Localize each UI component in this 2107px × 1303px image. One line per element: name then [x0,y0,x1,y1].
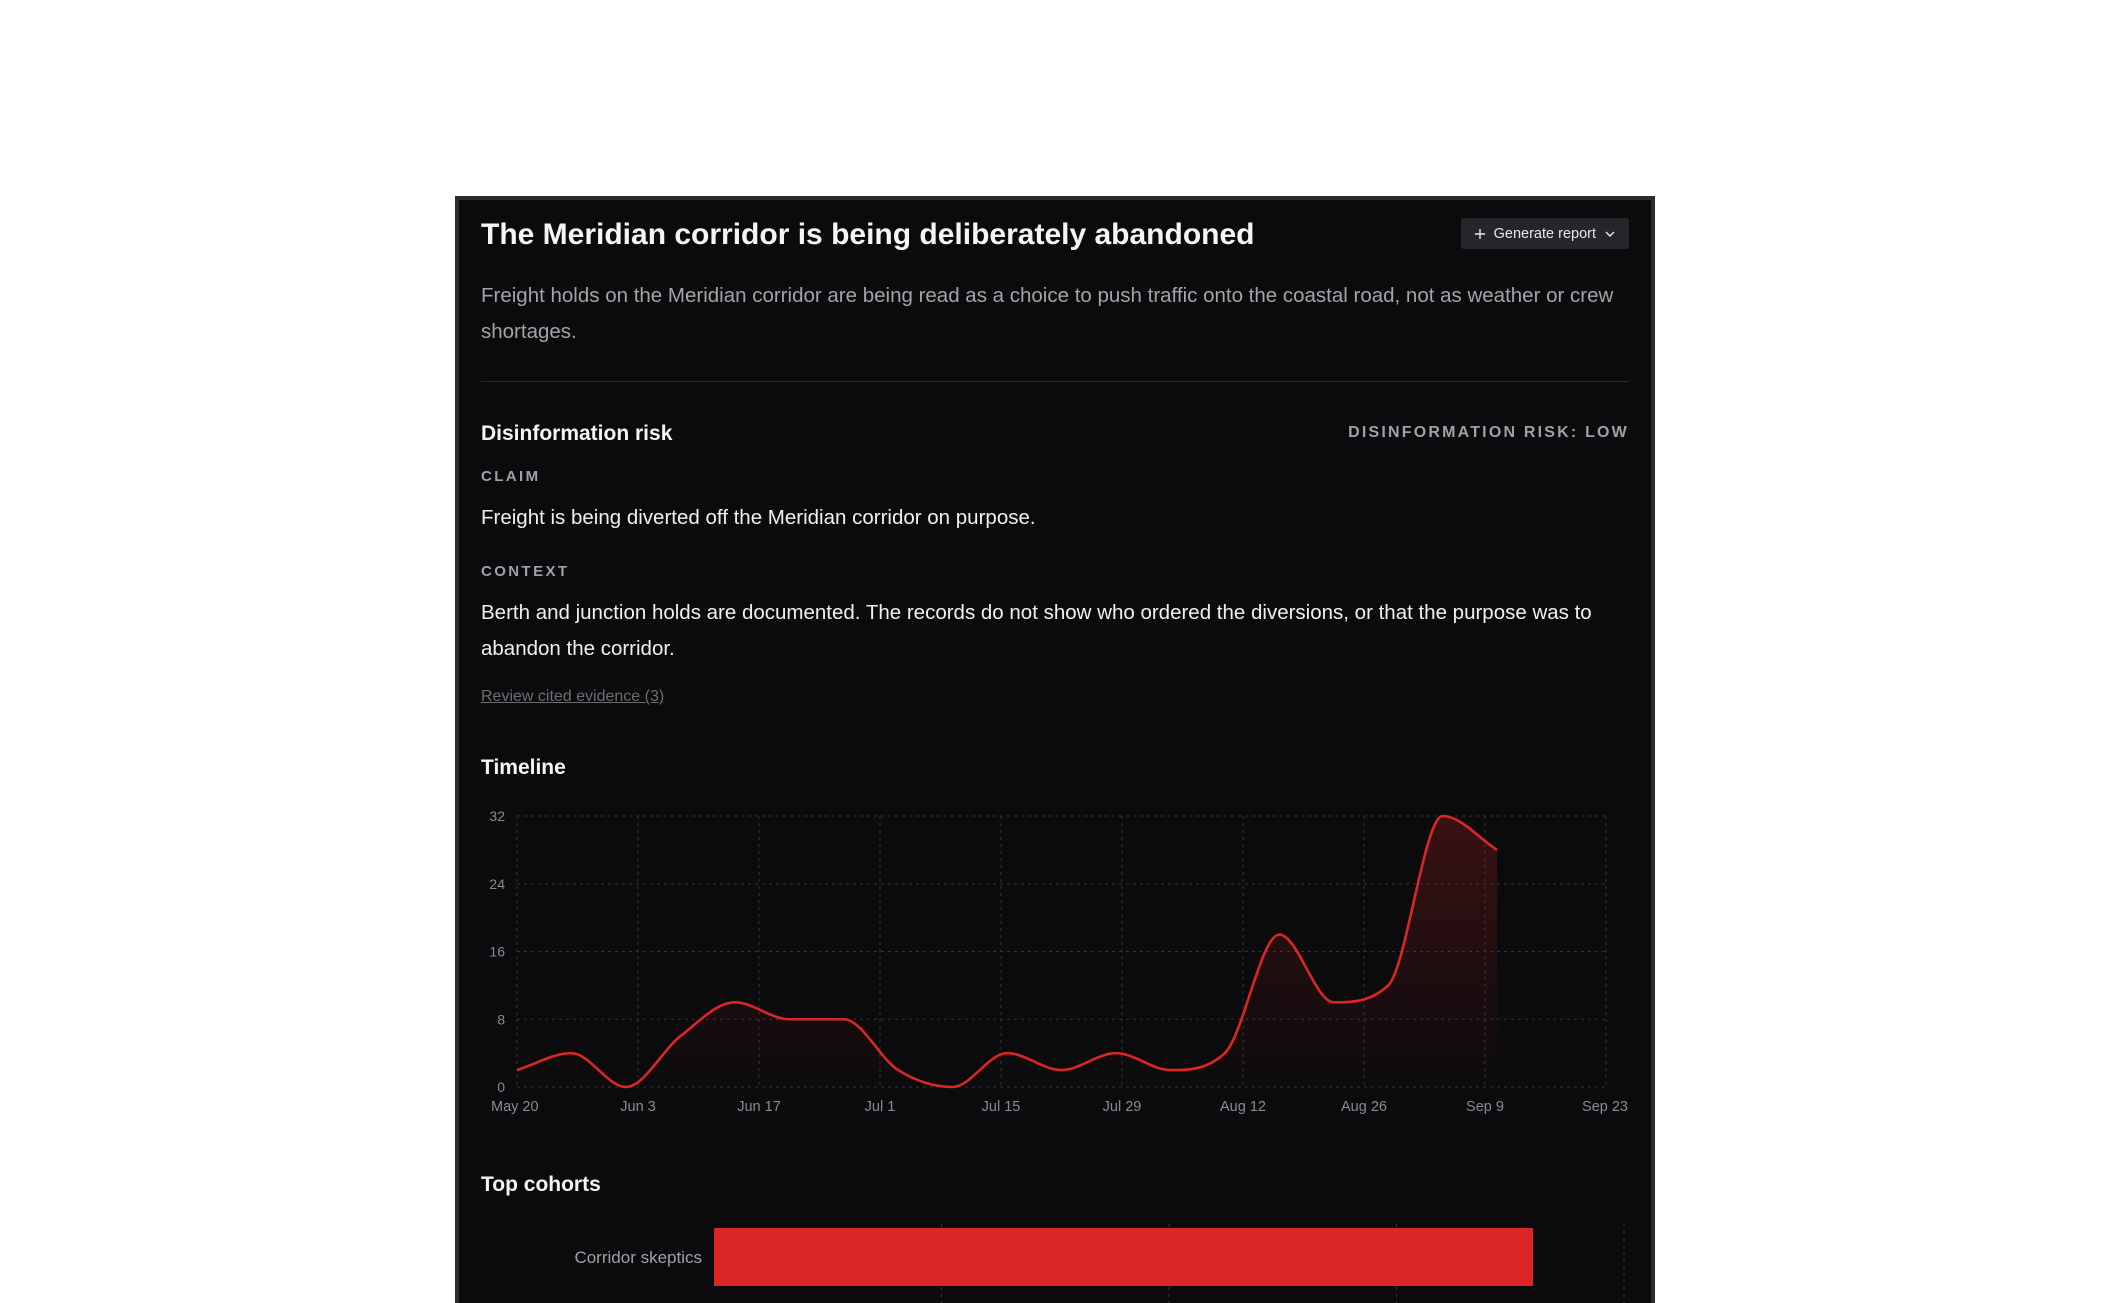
timeline-x-tick-label: Sep 9 [1466,1099,1504,1115]
cohort-label: Corridor skeptics [574,1248,702,1267]
timeline-x-tick-label: Jul 15 [982,1099,1021,1115]
timeline-y-tick-label: 32 [489,808,505,824]
context-text: Berth and junction holds are documented.… [481,601,1592,660]
timeline-x-tick-label: Sep 23 [1582,1099,1628,1115]
cohort-bar[interactable] [714,1228,1533,1286]
claim-label: CLAIM [481,468,541,485]
claim-text: Freight is being diverted off the Meridi… [481,506,1036,529]
timeline-line [516,814,1498,1089]
timeline-section-title: Timeline [481,756,566,779]
plus-icon [1474,228,1485,239]
cohorts-section-title: Top cohorts [481,1173,601,1196]
top-cohorts-chart: Corridor skeptics [574,1224,1625,1303]
narrative-card: The Meridian corridor is being deliberat… [455,196,1655,1303]
timeline-y-tick-label: 16 [489,944,505,960]
timeline-x-tick-label: May 20 [491,1099,539,1115]
timeline-x-tick-label: Jul 29 [1103,1099,1142,1115]
header-divider [481,381,1629,382]
timeline-y-tick-label: 8 [497,1011,505,1027]
page-title: The Meridian corridor is being deliberat… [481,218,1255,251]
timeline-y-tick-label: 0 [497,1079,505,1095]
page-subtitle: Freight holds on the Meridian corridor a… [481,284,1614,343]
risk-section-title: Disinformation risk [481,422,673,445]
timeline-y-tick-label: 24 [489,876,505,892]
generate-report-button[interactable]: Generate report [1460,218,1629,249]
chevron-down-icon [1605,231,1615,237]
context-label: CONTEXT [481,563,570,580]
timeline-x-tick-label: Aug 26 [1341,1099,1387,1115]
timeline-area [517,816,1498,1087]
timeline-x-tick-label: Jun 3 [620,1099,655,1115]
review-evidence-link[interactable]: Review cited evidence (3) [481,688,665,705]
timeline-chart: 0 8 16 24 32 May 20 Jun 3 Jun 17 Jul 1 Jul 15 Jul… [489,808,1628,1115]
generate-report-label: Generate report [1493,225,1596,242]
risk-status-badge: DISINFORMATION RISK: LOW [1348,424,1629,441]
timeline-x-tick-label: Jun 17 [737,1099,781,1115]
timeline-x-tick-label: Aug 12 [1220,1099,1266,1115]
timeline-x-tick-label: Jul 1 [865,1099,896,1115]
